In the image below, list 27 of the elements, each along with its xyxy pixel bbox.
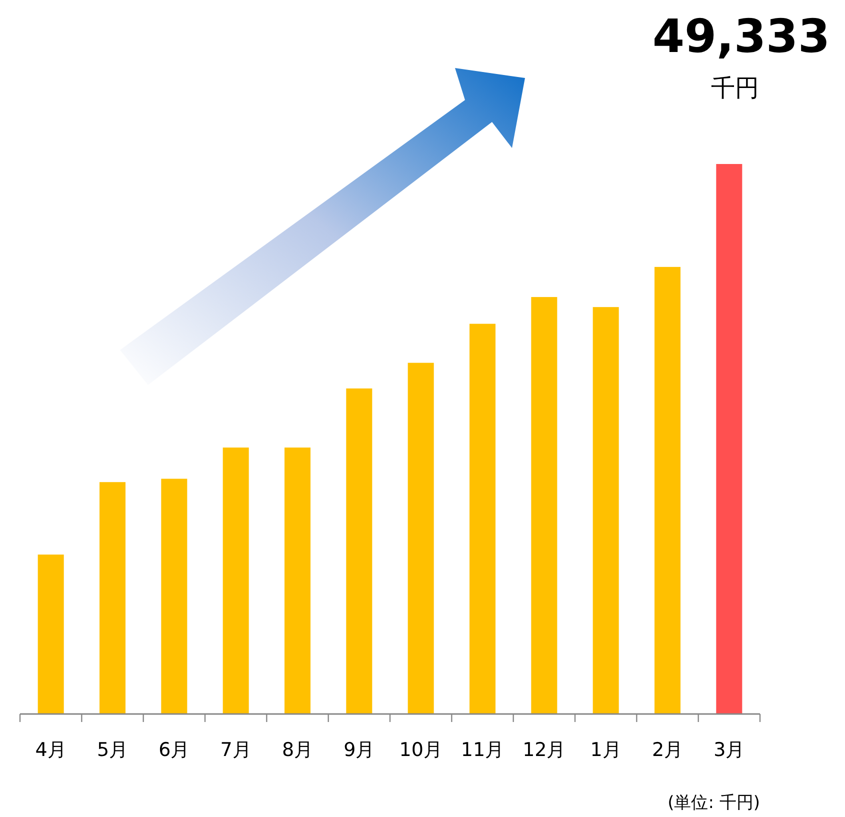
x-tick-label: 3月 <box>714 739 745 761</box>
bar <box>38 554 64 714</box>
x-tick-label: 4月 <box>35 739 66 761</box>
bar <box>284 448 310 714</box>
bar <box>222 448 249 714</box>
bar <box>531 297 558 714</box>
bar <box>654 266 680 714</box>
data-label: 49,333 <box>652 9 830 63</box>
bar <box>470 324 496 714</box>
text: 千円 <box>711 74 759 102</box>
x-tick-label: 2月 <box>652 739 684 761</box>
x-tick-label: 10月 <box>399 739 442 761</box>
x-tick-label: 6月 <box>158 739 190 761</box>
x-tick-label: 11月 <box>460 739 504 761</box>
bar <box>161 478 188 714</box>
text: (単位: 千円) <box>668 793 760 813</box>
x-tick-label: 7月 <box>220 739 252 761</box>
bar <box>346 388 372 714</box>
x-tick-label: 5月 <box>96 739 128 761</box>
x-tick-label: 12月 <box>522 739 566 761</box>
x-tick-label: 1月 <box>590 739 622 761</box>
bar <box>100 482 126 714</box>
bar <box>408 362 434 714</box>
x-tick-label: 9月 <box>344 739 375 761</box>
bar <box>716 164 742 714</box>
x-tick-label: 8月 <box>282 739 314 761</box>
bar <box>592 307 619 714</box>
